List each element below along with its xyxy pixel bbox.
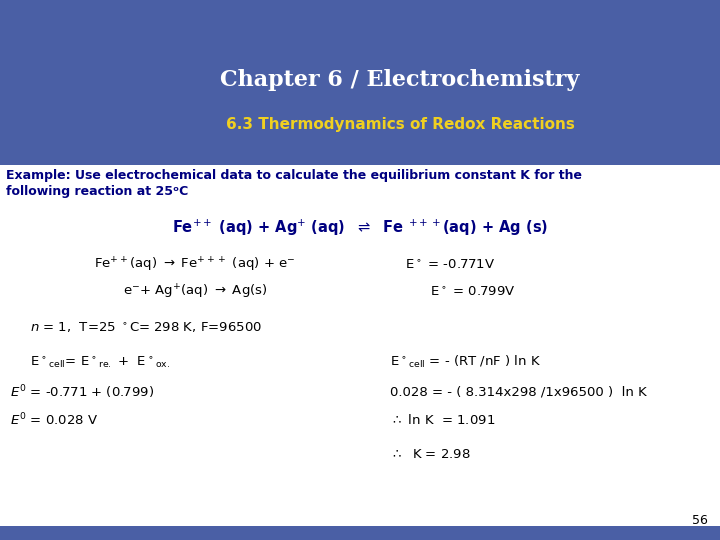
Text: Fe$^{++}$(aq) $\rightarrow$ Fe$^{+++}$ (aq) + e$^{-}$: Fe$^{++}$(aq) $\rightarrow$ Fe$^{+++}$ (…	[94, 256, 296, 274]
Text: E$^\circ$ = -0.771V: E$^\circ$ = -0.771V	[405, 259, 495, 272]
Text: following reaction at 25ᵒC: following reaction at 25ᵒC	[6, 186, 188, 199]
Text: $\therefore$  K = 2.98: $\therefore$ K = 2.98	[390, 449, 471, 462]
Text: Chapter 6 / Electrochemistry: Chapter 6 / Electrochemistry	[220, 69, 580, 91]
Text: $n$ = 1,  T=25 $^\circ$C= 298 K, F=96500: $n$ = 1, T=25 $^\circ$C= 298 K, F=96500	[30, 321, 262, 335]
Text: 6.3 Thermodynamics of Redox Reactions: 6.3 Thermodynamics of Redox Reactions	[225, 118, 575, 132]
Text: $E^0$ = 0.028 V: $E^0$ = 0.028 V	[10, 411, 98, 428]
Bar	[0, 526, 720, 540]
Text: Fe$^{++}$ (aq) + Ag$^{+}$ (aq)  $\rightleftharpoons$  Fe $^{+++}$(aq) + Ag (s): Fe$^{++}$ (aq) + Ag$^{+}$ (aq) $\rightle…	[172, 218, 548, 238]
Text: 56: 56	[692, 514, 708, 526]
Text: $E^0$ = -0.771 + (0.799): $E^0$ = -0.771 + (0.799)	[10, 383, 154, 401]
Text: E$^\circ$$_{\rm cell}$ = - (RT /nF ) ln K: E$^\circ$$_{\rm cell}$ = - (RT /nF ) ln …	[390, 354, 541, 370]
Text: E$^\circ$ = 0.799V: E$^\circ$ = 0.799V	[430, 286, 516, 299]
Text: 0.028 = - ( 8.314x298 /1x96500 )  ln K: 0.028 = - ( 8.314x298 /1x96500 ) ln K	[390, 386, 647, 399]
Text: e$^{-}$+ Ag$^{+}$(aq) $\rightarrow$ Ag(s): e$^{-}$+ Ag$^{+}$(aq) $\rightarrow$ Ag(s…	[122, 283, 267, 301]
Bar	[0, 0, 720, 165]
Text: $\therefore$ ln K  = 1.091: $\therefore$ ln K = 1.091	[390, 413, 495, 427]
Text: E$^\circ$$_{\rm cell}$= E$^\circ$$_{\rm re.}$ +  E$^\circ$$_{\rm ox.}$: E$^\circ$$_{\rm cell}$= E$^\circ$$_{\rm …	[30, 354, 170, 369]
Text: Example: Use electrochemical data to calculate the equilibrium constant K for th: Example: Use electrochemical data to cal…	[6, 170, 582, 183]
